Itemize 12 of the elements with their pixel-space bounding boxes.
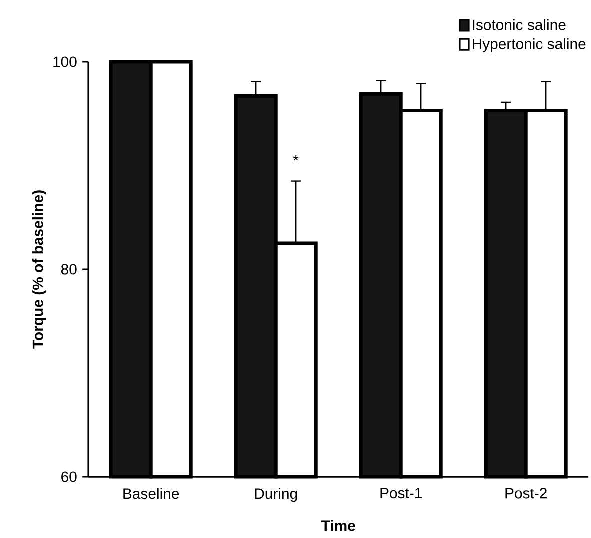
y-tick-label: 100 <box>54 56 77 68</box>
x-tick-label: Post-1 <box>380 488 422 499</box>
x-tick-label: Post-2 <box>506 488 547 499</box>
x-tick-label: During <box>255 488 298 502</box>
x-axis-title: Time <box>321 520 356 532</box>
y-tick-label: 80 <box>61 264 77 275</box>
y-tick-label: 60 <box>62 472 77 482</box>
legend-label: Isotonic saline <box>473 19 566 30</box>
annotation: * <box>293 155 299 161</box>
y-axis-title: Torque (% of baseline) <box>32 190 46 349</box>
x-tick-label: Baseline <box>124 488 180 500</box>
legend-label: Hypertonic saline <box>473 38 586 52</box>
